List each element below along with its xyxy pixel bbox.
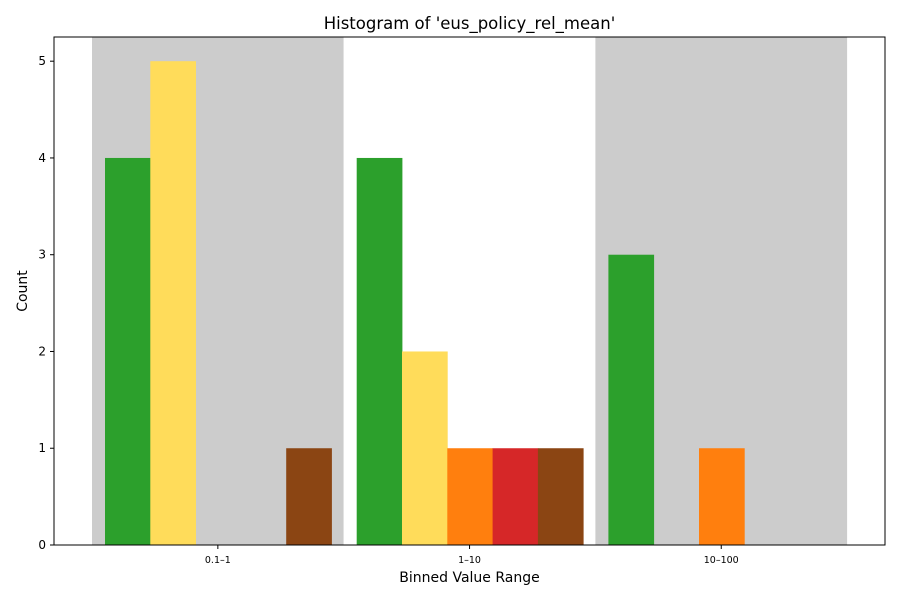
bar: [402, 351, 448, 545]
bar: [356, 157, 403, 545]
y-axis-ticks: 0 1 2 3 4 5: [38, 54, 54, 552]
chart-title: Histogram of 'eus_policy_rel_mean': [324, 14, 616, 34]
bar: [447, 448, 493, 545]
bin-backgrounds: [92, 37, 848, 545]
bars: [105, 61, 745, 545]
x-tick-label: 10–100: [704, 555, 739, 566]
y-tick-label: 5: [38, 54, 46, 68]
bar: [105, 157, 151, 545]
bar: [608, 254, 655, 545]
x-axis-ticks: 0.1–1 1–10 10–100: [205, 545, 739, 566]
y-tick-label: 1: [38, 441, 46, 455]
bar: [699, 448, 745, 545]
y-tick-label: 0: [38, 538, 46, 552]
x-axis-label: Binned Value Range: [399, 570, 539, 586]
bar: [537, 448, 584, 545]
bar: [150, 61, 196, 545]
y-tick-label: 3: [38, 248, 46, 262]
x-tick-label: 1–10: [458, 555, 481, 566]
y-axis-label: Count: [15, 270, 31, 312]
bar: [286, 448, 332, 545]
y-tick-label: 2: [38, 344, 46, 358]
y-tick-label: 4: [38, 151, 46, 165]
bar: [492, 448, 539, 545]
x-tick-label: 0.1–1: [205, 555, 231, 566]
